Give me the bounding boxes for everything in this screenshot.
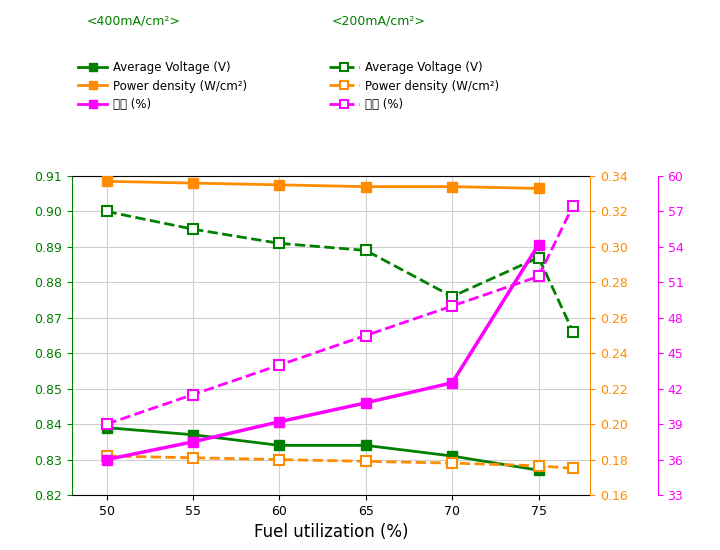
Legend: Average Voltage (V), Power density (W/cm²), 효율 (%): Average Voltage (V), Power density (W/cm…	[329, 60, 499, 112]
Text: <400mA/cm²>: <400mA/cm²>	[86, 15, 180, 28]
Text: <200mA/cm²>: <200mA/cm²>	[331, 15, 425, 28]
X-axis label: Fuel utilization (%): Fuel utilization (%)	[254, 523, 408, 541]
